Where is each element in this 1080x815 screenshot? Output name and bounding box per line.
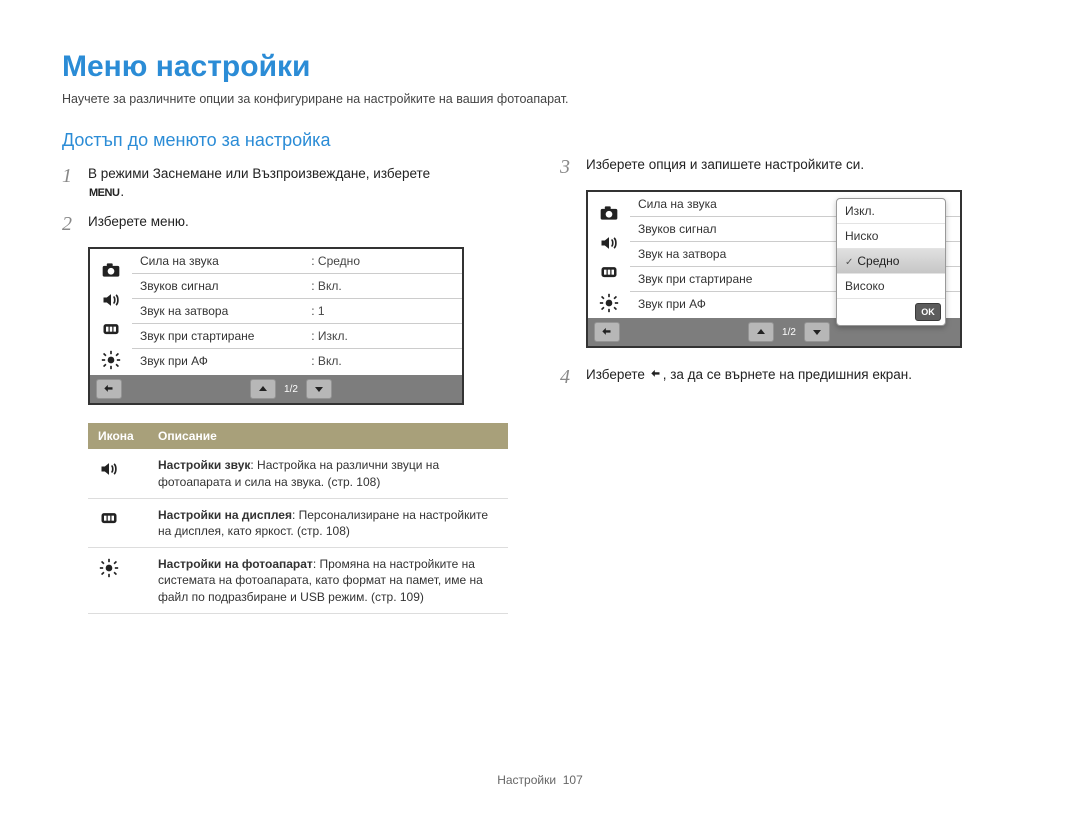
footer-label: Настройки xyxy=(497,773,556,787)
step-number: 4 xyxy=(560,366,586,388)
camera-icon[interactable] xyxy=(100,260,122,280)
setting-label: Звук при стартиране xyxy=(140,329,311,343)
menu-glyph: MENU xyxy=(88,186,120,201)
step-4: 4 Изберете , за да се върнете на предишн… xyxy=(560,366,1018,388)
setting-label: Сила на звука xyxy=(638,197,809,211)
footer-page-number: 107 xyxy=(563,773,583,787)
left-column: Достъп до менюто за настройка 1 В режими… xyxy=(62,130,520,614)
setting-label: Звук на затвора xyxy=(140,304,311,318)
down-button[interactable] xyxy=(804,322,830,342)
step-3-text: Изберете опция и запишете настройките си… xyxy=(586,156,1018,174)
setting-label: Звук при стартиране xyxy=(638,272,809,286)
camera-screen-1: Сила на звука : Средно Звуков сигнал : В… xyxy=(88,247,464,405)
up-button[interactable] xyxy=(250,379,276,399)
gear-icon[interactable] xyxy=(100,350,122,370)
camera-screen-2: Сила на звука Звуков сигнал Звук на затв… xyxy=(586,190,962,348)
sound-icon xyxy=(98,459,120,479)
settings-list: Сила на звука : Средно Звуков сигнал : В… xyxy=(132,249,462,375)
ok-button[interactable]: OK xyxy=(915,303,941,321)
gear-icon xyxy=(98,558,120,578)
page-indicator: 1/2 xyxy=(280,384,302,395)
step-4-text-b: , за да се върнете на предишния екран. xyxy=(663,367,912,382)
table-header-desc: Описание xyxy=(148,423,508,449)
dropdown-option[interactable]: Високо xyxy=(837,274,945,299)
setting-value: : Вкл. xyxy=(311,279,454,293)
setting-row[interactable]: Звук на затвора : 1 xyxy=(132,299,462,324)
setting-label: Звук на затвора xyxy=(638,247,809,261)
up-button[interactable] xyxy=(748,322,774,342)
setting-value: : 1 xyxy=(311,304,454,318)
setting-label: Звуков сигнал xyxy=(638,222,809,236)
setting-row[interactable]: Звук при АФ : Вкл. xyxy=(132,349,462,373)
step-1-text-a: В режими Заснемане или Възпроизвеждане, … xyxy=(88,166,430,181)
display-icon[interactable] xyxy=(100,320,122,340)
step-2-text: Изберете меню. xyxy=(88,213,520,231)
setting-row[interactable]: Звук при стартиране : Изкл. xyxy=(132,324,462,349)
setting-label: Звук при АФ xyxy=(638,297,809,311)
down-button[interactable] xyxy=(306,379,332,399)
step-4-text-a: Изберете xyxy=(586,367,649,382)
table-row: Настройки звук: Настройка на различни зв… xyxy=(88,449,508,498)
step-1-text-b: . xyxy=(120,184,124,199)
step-2: 2 Изберете меню. xyxy=(62,213,520,235)
setting-label: Звук при АФ xyxy=(140,354,311,368)
icon-description-table: Икона Описание Настройки звук: Настройка… xyxy=(88,423,508,613)
table-row: Настройки на фотоапарат: Промяна на наст… xyxy=(88,548,508,614)
right-column: 3 Изберете опция и запишете настройките … xyxy=(560,130,1018,614)
dropdown-option[interactable]: Изкл. xyxy=(837,199,945,224)
back-button[interactable] xyxy=(594,322,620,342)
table-header-icon: Икона xyxy=(88,423,148,449)
setting-value: : Изкл. xyxy=(311,329,454,343)
back-button[interactable] xyxy=(96,379,122,399)
page-indicator: 1/2 xyxy=(778,327,800,338)
page-intro: Научете за различните опции за конфигури… xyxy=(62,92,1018,106)
dropdown-option[interactable]: Ниско xyxy=(837,224,945,249)
setting-row[interactable]: Звуков сигнал : Вкл. xyxy=(132,274,462,299)
page-footer: Настройки 107 xyxy=(0,773,1080,787)
dropdown-option-selected[interactable]: Средно xyxy=(837,249,945,274)
table-row: Настройки на дисплея: Персонализиране на… xyxy=(88,498,508,547)
section-title: Достъп до менюто за настройка xyxy=(62,130,520,151)
camera-tab-column xyxy=(588,192,630,318)
step-3: 3 Изберете опция и запишете настройките … xyxy=(560,156,1018,178)
volume-dropdown: Изкл. Ниско Средно Високо OK xyxy=(836,198,946,326)
step-number: 2 xyxy=(62,213,88,235)
setting-label: Звуков сигнал xyxy=(140,279,311,293)
step-number: 3 xyxy=(560,156,586,178)
setting-label: Сила на звука xyxy=(140,254,311,268)
display-icon xyxy=(98,509,120,529)
desc-bold: Настройки звук xyxy=(158,458,250,472)
return-icon xyxy=(649,367,663,380)
display-icon[interactable] xyxy=(598,263,620,283)
desc-bold: Настройки на дисплея xyxy=(158,508,292,522)
page-title: Меню настройки xyxy=(62,50,1018,84)
setting-value: : Вкл. xyxy=(311,354,454,368)
camera-tab-column xyxy=(90,249,132,375)
gear-icon[interactable] xyxy=(598,293,620,313)
desc-bold: Настройки на фотоапарат xyxy=(158,557,313,571)
step-number: 1 xyxy=(62,165,88,187)
setting-value: : Средно xyxy=(311,254,454,268)
sound-icon[interactable] xyxy=(100,290,122,310)
setting-row[interactable]: Сила на звука : Средно xyxy=(132,249,462,274)
step-1: 1 В режими Заснемане или Възпроизвеждане… xyxy=(62,165,520,201)
camera-icon[interactable] xyxy=(598,203,620,223)
camera-footer: 1/2 xyxy=(90,375,462,403)
sound-icon[interactable] xyxy=(598,233,620,253)
